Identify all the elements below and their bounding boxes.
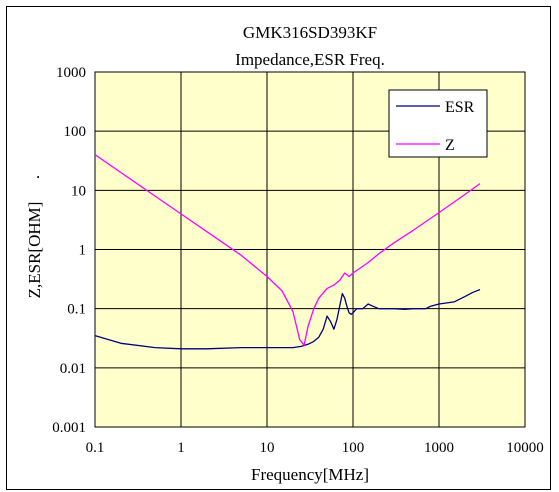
y-tick-label: 10 (71, 183, 86, 199)
y-tick-labels: 0.001 0.01 0.1 1 10 100 1000 (52, 65, 86, 436)
x-tick-label: 100 (342, 440, 365, 456)
y-axis-label: Z,ESR[OHM] (25, 202, 44, 299)
chart-title: GMK316SD393KF (243, 23, 377, 42)
legend-label-esr: ESR (445, 99, 475, 116)
chart-subtitle: Impedance,ESR Freq. (235, 50, 385, 69)
y-axis-label-suffix: . (36, 163, 40, 182)
series-line-z (94, 154, 481, 346)
y-tick-label: 0.1 (67, 302, 86, 318)
x-tick-label: 1000 (424, 440, 454, 456)
legend-label-z: Z (445, 137, 455, 154)
series-layer (94, 154, 481, 350)
y-tick-label: 0.01 (60, 361, 86, 377)
y-tick-label: 1 (79, 243, 87, 259)
series-line-esr (94, 288, 481, 350)
x-tick-label: 0.1 (86, 440, 105, 456)
x-tick-label: 10000 (506, 440, 544, 456)
x-axis-label: Frequency[MHz] (251, 465, 369, 484)
x-tick-label: 1 (177, 440, 185, 456)
x-tick-label: 10 (260, 440, 275, 456)
y-tick-label: 0.001 (52, 420, 86, 436)
y-tick-label: 1000 (56, 65, 86, 81)
legend: ESR Z (388, 89, 488, 158)
x-tick-labels: 0.1 1 10 100 1000 10000 (86, 440, 544, 456)
y-tick-label: 100 (64, 124, 87, 140)
legend-box (388, 89, 488, 158)
